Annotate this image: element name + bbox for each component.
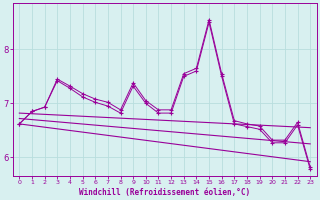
X-axis label: Windchill (Refroidissement éolien,°C): Windchill (Refroidissement éolien,°C) (79, 188, 250, 197)
